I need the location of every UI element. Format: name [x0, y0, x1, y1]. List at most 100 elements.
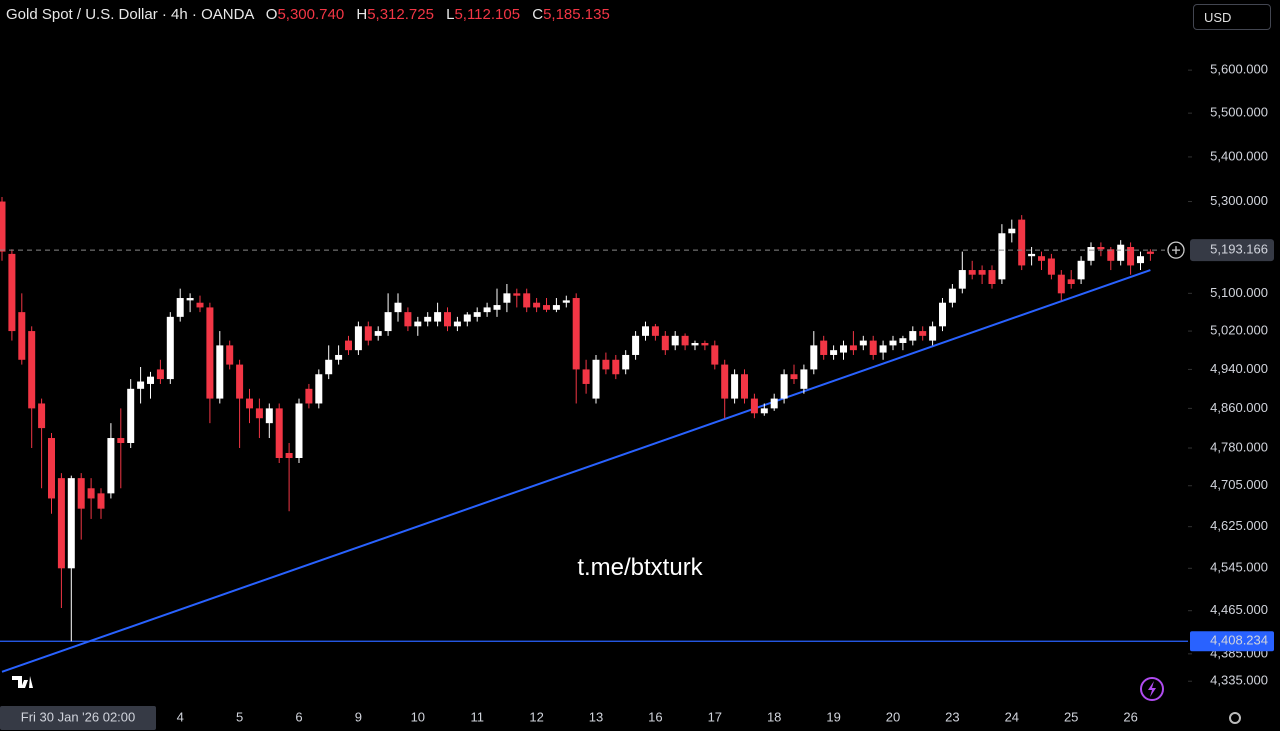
candle-body	[859, 340, 867, 346]
y-tick-label: 5,300.000	[1210, 193, 1268, 208]
candle-body	[1097, 246, 1105, 250]
x-tick-label: 6	[295, 709, 302, 724]
candle-body	[354, 326, 362, 351]
icons	[12, 676, 1241, 724]
candle-body	[988, 270, 996, 284]
candle-body	[840, 345, 847, 353]
candle-body	[483, 307, 491, 313]
x-tick-label: 10	[411, 709, 425, 724]
candle-body	[671, 335, 679, 346]
candle-body	[117, 438, 125, 444]
ohlc-value: 5,112.105	[454, 6, 521, 23]
candle-body	[28, 331, 36, 409]
x-tick-label: 23	[945, 709, 959, 724]
y-tick-label: 4,465.000	[1210, 602, 1268, 617]
candle-body	[325, 359, 333, 375]
candle-body	[780, 374, 788, 399]
crosshair-price-label: 5,193.166	[1210, 242, 1268, 257]
candle-body	[533, 302, 541, 308]
watermark: t.me/btxturk	[577, 554, 703, 581]
candle-body	[899, 338, 907, 343]
x-tick-label: 5	[236, 709, 243, 724]
candle-body	[176, 298, 184, 317]
candle-body	[582, 369, 590, 384]
x-tick-label: 12	[529, 709, 543, 724]
candle-body	[246, 398, 253, 409]
candle-body	[701, 342, 709, 346]
lightning-icon	[1148, 681, 1156, 697]
candle-body	[879, 345, 887, 353]
candle-body	[869, 340, 877, 355]
candle-body	[820, 340, 828, 355]
candle-body	[939, 302, 946, 327]
candle-body	[810, 345, 818, 370]
candle-body	[1057, 274, 1065, 294]
candle-body	[97, 493, 105, 509]
candle-body	[651, 326, 659, 336]
candle-body	[463, 314, 471, 322]
candle-body	[1087, 246, 1095, 261]
y-tick-label: 4,625.000	[1210, 518, 1268, 533]
y-tick-label: 4,335.000	[1210, 673, 1268, 688]
candle-body	[1018, 219, 1026, 266]
x-tick-label: 25	[1064, 709, 1078, 724]
candle-body	[919, 331, 927, 336]
crosshair-time-label: Fri 30 Jan '26 02:00	[21, 709, 136, 724]
candle-body	[770, 398, 778, 409]
candle-body	[196, 302, 204, 308]
candle-body	[255, 408, 263, 419]
candle-body	[592, 359, 600, 399]
symbol-name: Gold Spot / U.S. Dollar · 4h · OANDA	[6, 6, 254, 23]
lightning-button[interactable]	[1140, 677, 1164, 701]
candle-body	[602, 359, 610, 370]
hline-price-label: 4,408.234	[1210, 633, 1268, 648]
candle-body	[790, 374, 798, 380]
candle-body	[889, 340, 897, 346]
candle-body	[741, 374, 748, 399]
candle-body	[453, 321, 461, 327]
candle-body	[691, 342, 699, 346]
x-tick-label: 13	[589, 709, 603, 724]
candle-body	[473, 312, 481, 317]
x-tick-label: 11	[470, 709, 484, 724]
candle-body	[1137, 256, 1144, 264]
candle-body	[513, 293, 521, 296]
candle-body	[236, 364, 244, 399]
price-label-box	[1190, 239, 1274, 262]
candle-body	[681, 335, 689, 346]
candle-body	[731, 374, 739, 399]
candle-body	[968, 270, 976, 275]
candle-body	[543, 305, 550, 310]
candle-body	[1107, 249, 1115, 261]
time-label-box	[0, 706, 156, 730]
candle-body	[275, 408, 283, 458]
x-tick-label: 18	[767, 709, 781, 724]
symbol-header: Gold Spot / U.S. Dollar · 4h · OANDA O5,…	[6, 6, 610, 23]
currency-select[interactable]: USD	[1193, 4, 1271, 30]
candle-body	[1146, 251, 1154, 254]
candle-body	[750, 398, 758, 414]
x-tick-label: 24	[1005, 709, 1019, 724]
y-tick-label: 4,940.000	[1210, 361, 1268, 376]
candle-body	[156, 369, 164, 380]
ohlc-value: 5,312.725	[367, 6, 434, 23]
candle-body	[978, 270, 986, 275]
candle-body	[523, 293, 531, 308]
candle-body	[265, 408, 273, 424]
candle-body	[1047, 258, 1055, 275]
candle-body	[404, 312, 412, 327]
y-tick-label: 4,545.000	[1210, 560, 1268, 575]
candle-body	[364, 326, 372, 341]
candle-body	[958, 270, 966, 289]
y-tick-label: 5,020.000	[1210, 323, 1268, 338]
candle-body	[38, 403, 46, 429]
candle-body	[414, 321, 422, 327]
candle-body	[572, 298, 580, 370]
candle-body	[186, 298, 194, 301]
candle-body	[77, 478, 85, 509]
settings-button[interactable]	[1229, 712, 1241, 724]
x-tick-label: 4	[177, 709, 184, 724]
y-tick-label: 4,780.000	[1210, 439, 1268, 454]
